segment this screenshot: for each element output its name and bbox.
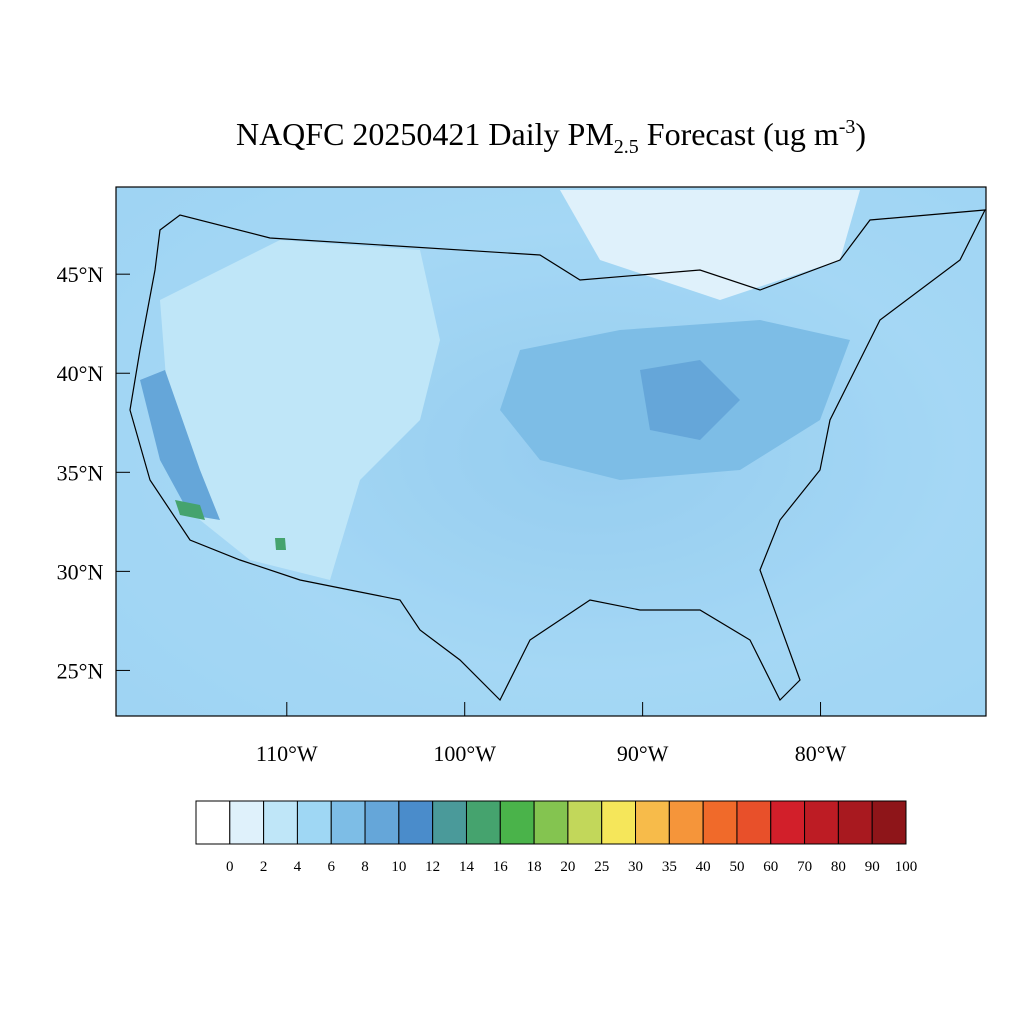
colorbar-box <box>567 800 603 845</box>
colorbar-label: 70 <box>797 859 812 875</box>
colorbar-box <box>601 800 637 845</box>
colorbar-label: 25 <box>594 859 609 875</box>
colorbar-label: 10 <box>391 859 406 875</box>
x-tick-label: 110°W <box>256 741 318 766</box>
x-tick-label: 90°W <box>617 741 669 766</box>
x-tick-label: 80°W <box>795 741 847 766</box>
colorbar-box <box>668 800 704 845</box>
y-tick-label: 45°N <box>57 262 104 287</box>
colorbar-box <box>871 800 907 845</box>
map-title: NAQFC 20250421 Daily PM2.5 Forecast (ug … <box>236 116 866 158</box>
colorbar-box <box>533 800 569 845</box>
colorbar-box <box>432 800 467 845</box>
colorbar-label: 30 <box>628 859 643 875</box>
light-area <box>560 190 860 300</box>
colorbar-box <box>635 800 670 845</box>
y-tick-label: 25°N <box>57 658 104 683</box>
title-rest: Forecast (ug m <box>639 116 839 152</box>
colorbar-label: 12 <box>425 859 440 875</box>
colorbar-label: 18 <box>527 859 542 875</box>
colorbar-label: 100 <box>895 859 918 875</box>
phoenix-hotspot <box>275 538 286 550</box>
colorbar-label: 14 <box>459 859 475 875</box>
colorbar-box <box>398 800 434 845</box>
title-close: ) <box>855 116 866 152</box>
colorbar-label: 4 <box>294 859 302 875</box>
colorbar-label: 35 <box>662 859 677 875</box>
colorbar-box <box>804 800 839 845</box>
colorbar-label: 60 <box>763 859 778 875</box>
west-area <box>160 240 440 580</box>
california-area <box>140 370 220 520</box>
y-tick-label: 35°N <box>57 460 104 485</box>
colorbar-box <box>770 800 806 845</box>
colorbar-box <box>736 800 772 845</box>
colorbar-box <box>330 800 366 845</box>
colorbar-label: 0 <box>226 859 234 875</box>
us-outline <box>129 209 986 702</box>
map-frame <box>115 186 987 717</box>
colorbar-box <box>465 800 501 845</box>
colorbar-label: 8 <box>361 859 369 875</box>
midwest-area <box>640 360 740 440</box>
y-tick-label: 40°N <box>57 361 104 386</box>
colorbar-box <box>499 800 535 845</box>
colorbar-label: 90 <box>865 859 880 875</box>
colorbar-box <box>195 800 231 845</box>
y-tick-label: 30°N <box>57 559 104 584</box>
x-tick-label: 100°W <box>433 741 496 766</box>
colorbar-label: 6 <box>327 859 335 875</box>
colorbar-box <box>364 800 400 845</box>
colorbar-box <box>229 800 265 845</box>
title-subscript: 2.5 <box>614 136 639 158</box>
colorbar-box <box>263 800 298 845</box>
colorbar-label: 16 <box>493 859 509 875</box>
colorbar-label: 50 <box>729 859 744 875</box>
colorbar-label: 40 <box>696 859 711 875</box>
colorbar-label: 20 <box>560 859 575 875</box>
colorbar-label: 2 <box>260 859 268 875</box>
map-field <box>116 187 986 716</box>
title-main: NAQFC 20250421 Daily PM <box>236 116 614 152</box>
socal-hotspot <box>175 500 205 520</box>
colorbar-label: 80 <box>831 859 846 875</box>
title-superscript: -3 <box>839 116 856 138</box>
colorbar-box <box>296 800 332 845</box>
colorbar-box <box>702 800 738 845</box>
colorbar-box <box>837 800 873 845</box>
